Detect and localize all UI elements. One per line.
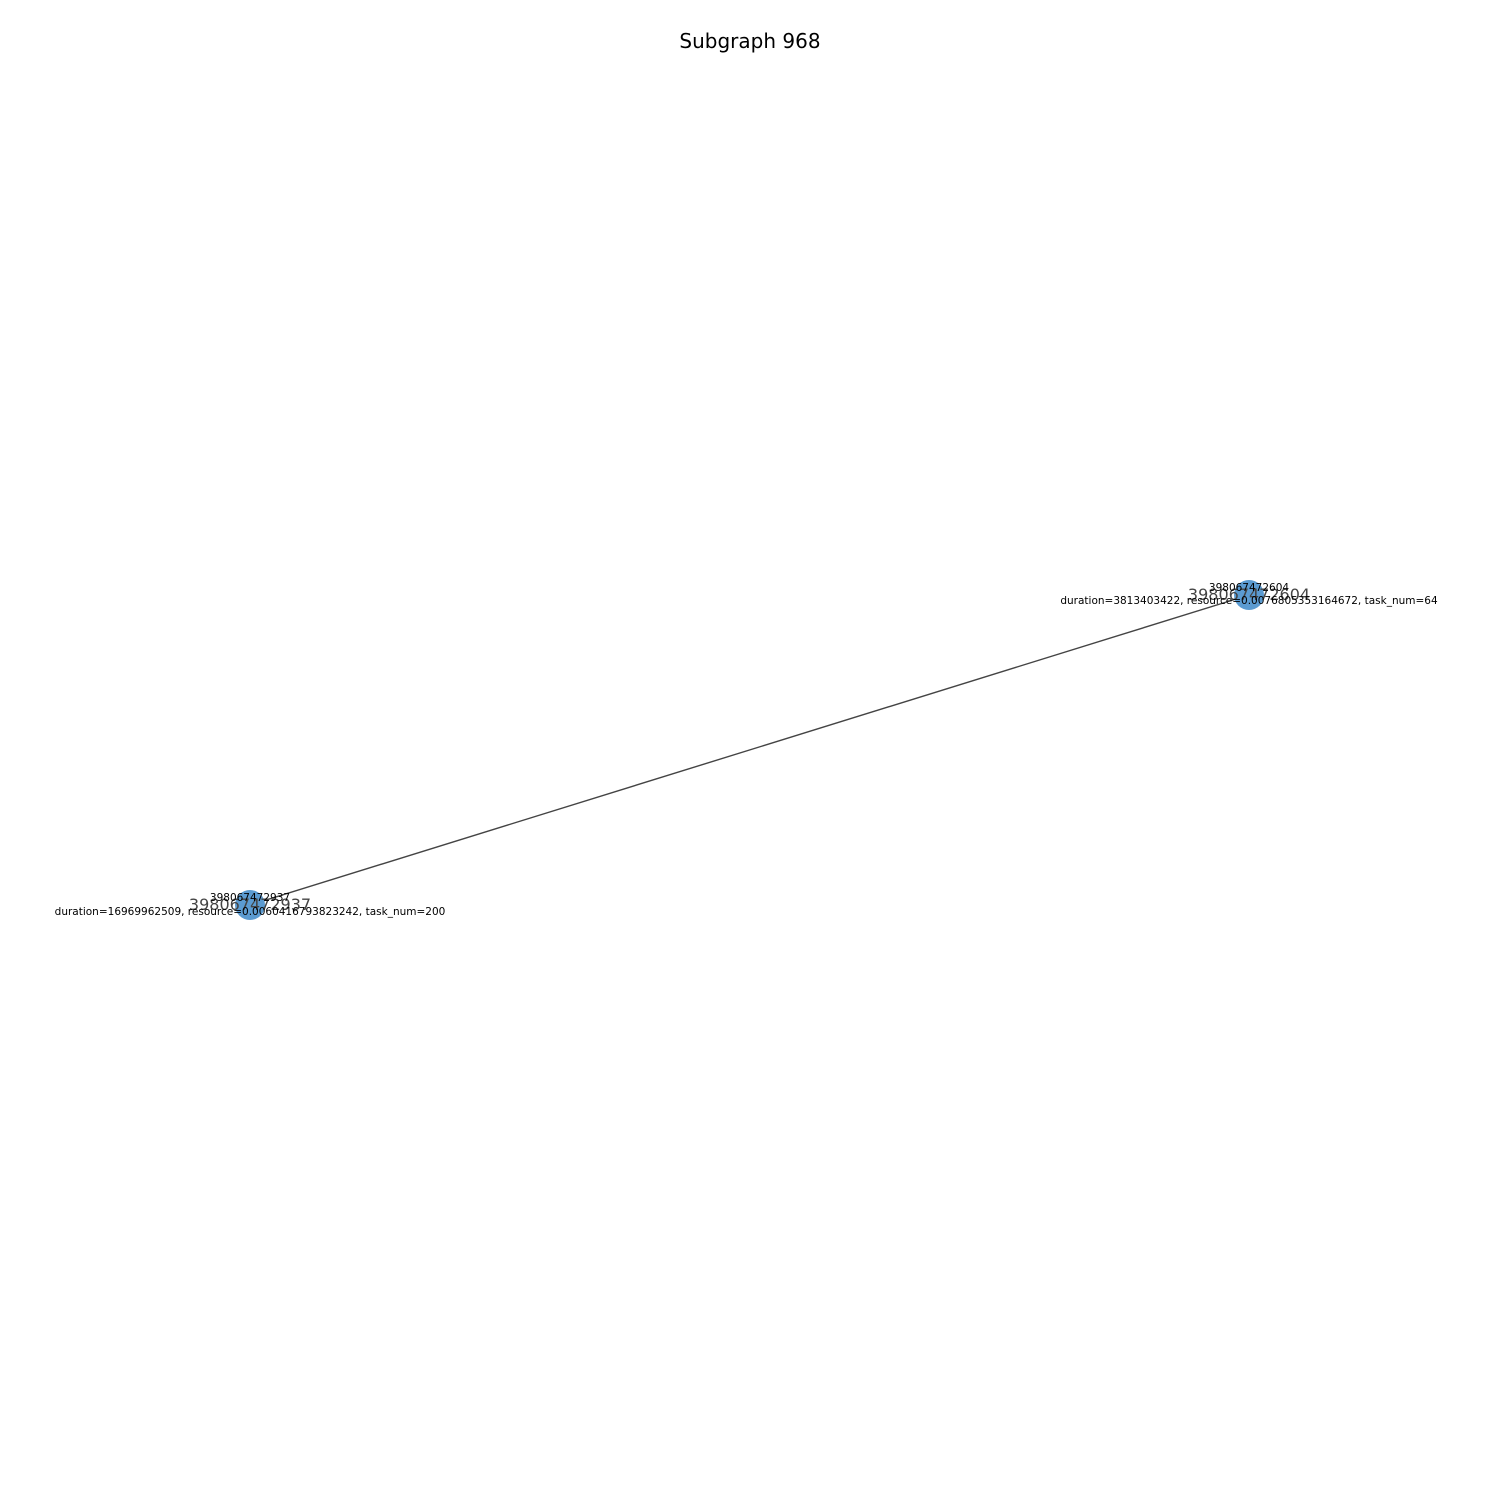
graph-node-398067472604[interactable]: 398067472604 398067472604 duration=38134… xyxy=(1060,580,1438,610)
graph-edge xyxy=(249,594,1250,906)
node-id-annotation: 398067472937 xyxy=(210,892,290,904)
node-id-label: 398067472604 xyxy=(1188,585,1310,604)
node-attributes-label: duration=3813403422, resource=0.00768053… xyxy=(1060,595,1438,607)
node-marker xyxy=(235,890,265,920)
graph-title: Subgraph 968 xyxy=(679,29,820,53)
node-attributes-label: duration=16969962509, resource=0.0060416… xyxy=(55,906,446,918)
node-marker xyxy=(1234,580,1264,610)
node-id-annotation: 398067472604 xyxy=(1209,582,1289,594)
node-id-label: 398067472937 xyxy=(189,895,311,914)
graph-node-398067472937[interactable]: 398067472937 398067472937 duration=16969… xyxy=(55,890,446,920)
